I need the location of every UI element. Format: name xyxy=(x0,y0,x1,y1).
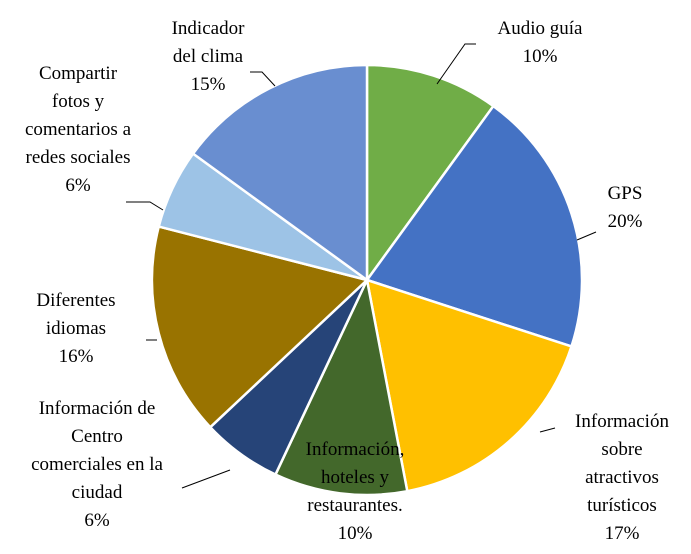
category-label: Audio guía xyxy=(497,18,583,39)
category-label: GPS xyxy=(607,183,643,204)
value-label: 20% xyxy=(607,211,643,232)
category-label: Información, hoteles y restaurantes. xyxy=(305,439,405,516)
slice xyxy=(191,63,369,283)
slice xyxy=(150,225,370,429)
slice xyxy=(273,275,409,497)
category-label: Información sobre atractivos turísticos xyxy=(575,411,669,516)
leader-line xyxy=(126,201,164,211)
value-label: 6% xyxy=(65,175,91,196)
category-label: Indicador del clima xyxy=(171,18,245,67)
slice-label: Información, hoteles y restaurantes. 10% xyxy=(285,436,425,548)
value-label: 10% xyxy=(337,523,373,544)
category-label: Diferentes idiomas xyxy=(36,290,116,339)
slice-label: Información de Centro comerciales en la … xyxy=(27,395,167,535)
slice xyxy=(365,63,496,284)
category-label: Compartir fotos y comentarios a redes so… xyxy=(24,63,132,168)
value-label: 17% xyxy=(604,523,640,544)
leader-line xyxy=(576,231,597,241)
slice-label: Indicador del clima 15% xyxy=(161,15,256,99)
value-label: 6% xyxy=(84,510,110,531)
leader-line xyxy=(181,469,231,489)
slice-label: Información sobre atractivos turísticos 1… xyxy=(570,408,675,548)
slice-label: Audio guía 10% xyxy=(475,15,605,71)
slice-label: Compartir fotos y comentarios a redes so… xyxy=(22,60,134,200)
slices xyxy=(150,63,584,497)
value-label: 16% xyxy=(58,346,94,367)
value-label: 10% xyxy=(522,46,558,67)
leader-line xyxy=(539,427,556,433)
category-label: Información de Centro comerciales en la … xyxy=(31,398,163,503)
slice xyxy=(365,278,574,493)
leader-line xyxy=(436,43,476,85)
slice xyxy=(364,104,584,349)
value-label: 15% xyxy=(190,74,226,95)
leader-line xyxy=(250,71,276,87)
slice-label: GPS 20% xyxy=(585,180,665,236)
slice-label: Diferentes idiomas 16% xyxy=(21,287,131,371)
leaders xyxy=(126,43,597,489)
